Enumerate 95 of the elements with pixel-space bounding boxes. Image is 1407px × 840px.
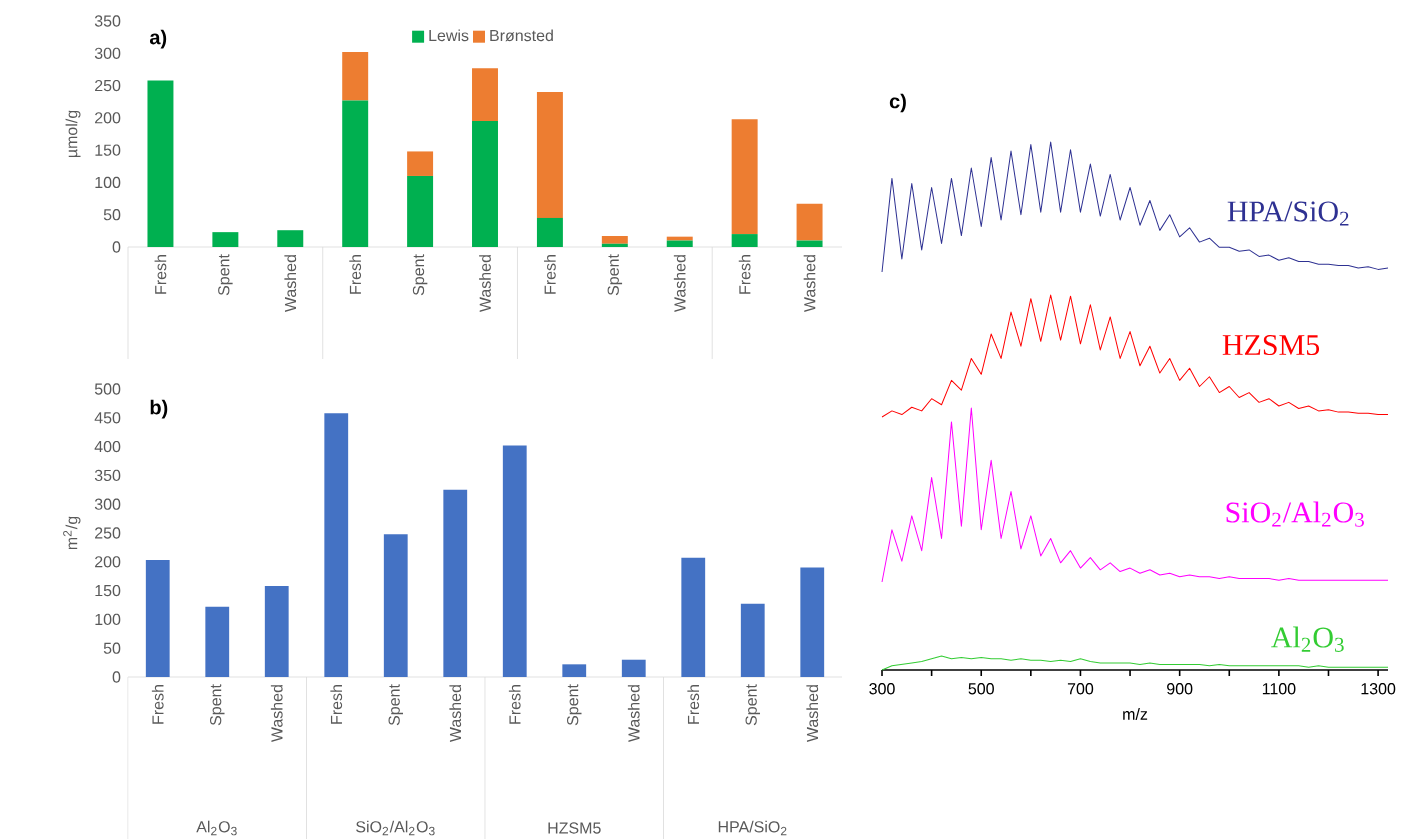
bar bbox=[536, 217, 563, 247]
x-tick-label: Spent bbox=[607, 254, 623, 296]
x-tick-label: Fresh bbox=[738, 255, 751, 294]
bar bbox=[145, 560, 170, 677]
bar bbox=[621, 659, 646, 677]
legend-label: Brønsted bbox=[490, 29, 553, 42]
x-tick-label: Washed bbox=[479, 255, 491, 313]
x-tick-label: Washed bbox=[270, 685, 283, 743]
y-tick-label: 100 bbox=[95, 613, 121, 626]
x-tick-label: Fresh bbox=[151, 685, 164, 724]
text: Al$_{2}$O$_{3}$ bbox=[196, 820, 237, 836]
x-tick-label: 1300 bbox=[1361, 683, 1396, 695]
x-tick-label: Fresh bbox=[349, 255, 362, 294]
x-tick-label: Fresh bbox=[330, 685, 343, 724]
y-tick-label: 300 bbox=[94, 498, 121, 510]
bar bbox=[264, 585, 289, 677]
x-tick-label: Washed bbox=[627, 685, 640, 743]
series-label: HPA/SiO$_{2}$ bbox=[1227, 201, 1349, 226]
bar bbox=[796, 203, 823, 241]
x-tick-label: 900 bbox=[1167, 683, 1193, 695]
x-tick-label: Fresh bbox=[154, 255, 167, 294]
text: HPA/SiO$_{2}$ bbox=[718, 820, 787, 836]
bar bbox=[562, 664, 587, 677]
x-tick-label: Spent bbox=[567, 684, 582, 726]
bar bbox=[666, 236, 693, 241]
annotation: a) bbox=[149, 29, 167, 49]
legend-label: Lewis bbox=[429, 29, 469, 42]
y-tick-label: 300 bbox=[94, 47, 121, 59]
bar bbox=[205, 606, 230, 677]
bar bbox=[740, 603, 765, 677]
x-tick-label: 500 bbox=[968, 683, 994, 695]
y-tick-label: 200 bbox=[95, 112, 121, 124]
y-axis-title: m$^{2}$/g bbox=[63, 516, 81, 550]
bar bbox=[277, 230, 304, 247]
y-tick-label: 250 bbox=[95, 79, 121, 92]
bar bbox=[472, 68, 498, 122]
x-tick-label: Fresh bbox=[508, 685, 521, 724]
x-tick-label: 700 bbox=[1067, 683, 1094, 695]
x-tick-label: Fresh bbox=[544, 255, 556, 294]
bar bbox=[147, 80, 174, 247]
y-tick-label: 400 bbox=[94, 440, 121, 453]
x-tick-label: Fresh bbox=[687, 685, 700, 724]
text: SiO$_{2}$/Al$_{2}$O$_{3}$ bbox=[356, 820, 435, 836]
bar bbox=[407, 151, 434, 176]
text: c) bbox=[889, 93, 906, 113]
y-tick-label: 50 bbox=[103, 642, 121, 654]
bar bbox=[212, 232, 239, 247]
y-tick-label: 150 bbox=[95, 144, 121, 156]
bar bbox=[342, 51, 369, 101]
x-tick-label: Spent bbox=[218, 254, 233, 296]
x-tick-label: 1100 bbox=[1262, 683, 1296, 695]
x-tick-label: Spent bbox=[210, 684, 225, 726]
bar bbox=[324, 413, 349, 677]
y-tick-label: 450 bbox=[94, 412, 121, 424]
bar bbox=[342, 100, 369, 247]
x-tick-label: Spent bbox=[388, 684, 403, 726]
bar bbox=[666, 240, 693, 247]
bar bbox=[407, 175, 434, 247]
x-tick-label: Washed bbox=[284, 255, 297, 313]
bar bbox=[472, 121, 498, 247]
y-tick-label: 150 bbox=[95, 584, 121, 597]
bar bbox=[800, 567, 825, 677]
bar bbox=[731, 234, 758, 247]
bar bbox=[383, 534, 408, 677]
y-tick-label: 0 bbox=[112, 241, 121, 253]
y-tick-label: 250 bbox=[95, 527, 121, 539]
y-tick-label: 200 bbox=[95, 556, 121, 568]
series-label: Al$_{2}$O$_{3}$ bbox=[1271, 626, 1344, 652]
series-label: SiO$_{2}$/Al$_{2}$O$_{3}$ bbox=[1226, 501, 1364, 527]
bar bbox=[796, 240, 823, 247]
x-tick-label: Washed bbox=[449, 685, 462, 743]
x-tick-label: Spent bbox=[745, 684, 761, 726]
bar bbox=[681, 557, 706, 677]
x-tick-label: Spent bbox=[412, 254, 428, 296]
bar bbox=[443, 489, 468, 677]
annotation: b) bbox=[150, 399, 168, 419]
bar bbox=[601, 243, 628, 247]
bar bbox=[731, 119, 758, 235]
series-label: HZSM5 bbox=[1222, 334, 1320, 356]
y-tick-label: 500 bbox=[94, 383, 121, 395]
y-tick-label: 350 bbox=[94, 469, 121, 482]
y-tick-label: 0 bbox=[112, 671, 121, 683]
bar bbox=[502, 445, 527, 677]
y-axis-title: µmol/g bbox=[65, 110, 81, 158]
y-tick-label: 50 bbox=[103, 209, 121, 221]
y-tick-label: 350 bbox=[94, 15, 121, 27]
bar bbox=[601, 236, 628, 244]
bar bbox=[536, 92, 563, 218]
x-tick-label: Washed bbox=[803, 255, 816, 313]
x-tick-label: 300 bbox=[869, 683, 895, 695]
y-tick-label: 100 bbox=[95, 176, 121, 189]
x-tick-label: Washed bbox=[673, 255, 686, 313]
text: HZSM5 bbox=[548, 822, 601, 834]
x-axis-title: m/z bbox=[1123, 708, 1148, 720]
x-tick-label: Washed bbox=[806, 685, 819, 743]
